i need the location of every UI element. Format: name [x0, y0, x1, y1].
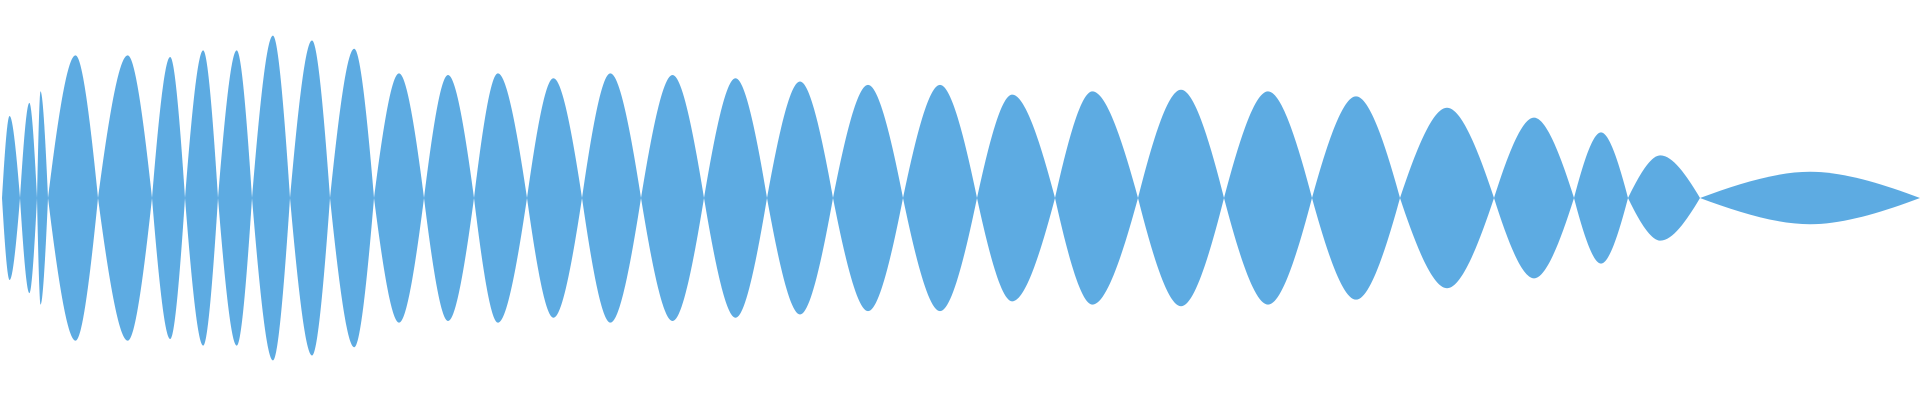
waveform-lobe	[37, 91, 48, 305]
waveform-lobe	[833, 84, 903, 312]
waveform-lobe	[290, 40, 330, 356]
waveform-lobe	[704, 78, 767, 318]
waveform-lobe	[641, 75, 704, 321]
waveform-lobe	[1574, 132, 1628, 264]
waveform-lobe	[48, 55, 98, 341]
waveform-lobe	[374, 73, 424, 323]
waveform-lobe	[2, 116, 20, 280]
waveform-lobe	[1138, 89, 1224, 307]
waveform-lobe	[20, 102, 37, 294]
waveform-lobe	[1400, 107, 1494, 289]
waveform-lobe	[1224, 91, 1312, 305]
waveform-lobe	[977, 94, 1055, 302]
waveform-lobe	[330, 48, 374, 348]
waveform-lobe	[1312, 96, 1400, 300]
waveform-lobe	[1494, 117, 1574, 279]
waveform-lobe	[527, 78, 582, 318]
waveform-lobe	[185, 50, 218, 346]
waveform-lobe	[252, 35, 290, 361]
waveform-lobe	[218, 50, 252, 346]
waveform-lobe	[152, 56, 185, 340]
waveform-lobe	[1700, 171, 1920, 225]
waveform-lobe	[903, 84, 977, 312]
waveform-lobe	[1055, 91, 1138, 305]
waveform-lobe	[474, 73, 527, 323]
waveform-lobe	[1628, 155, 1700, 241]
waveform-lobe	[767, 81, 833, 315]
waveform-lobe	[424, 75, 474, 321]
waveform-lobes	[2, 35, 1920, 361]
waveform-lobe	[98, 55, 152, 341]
waveform-lobe	[582, 73, 641, 323]
